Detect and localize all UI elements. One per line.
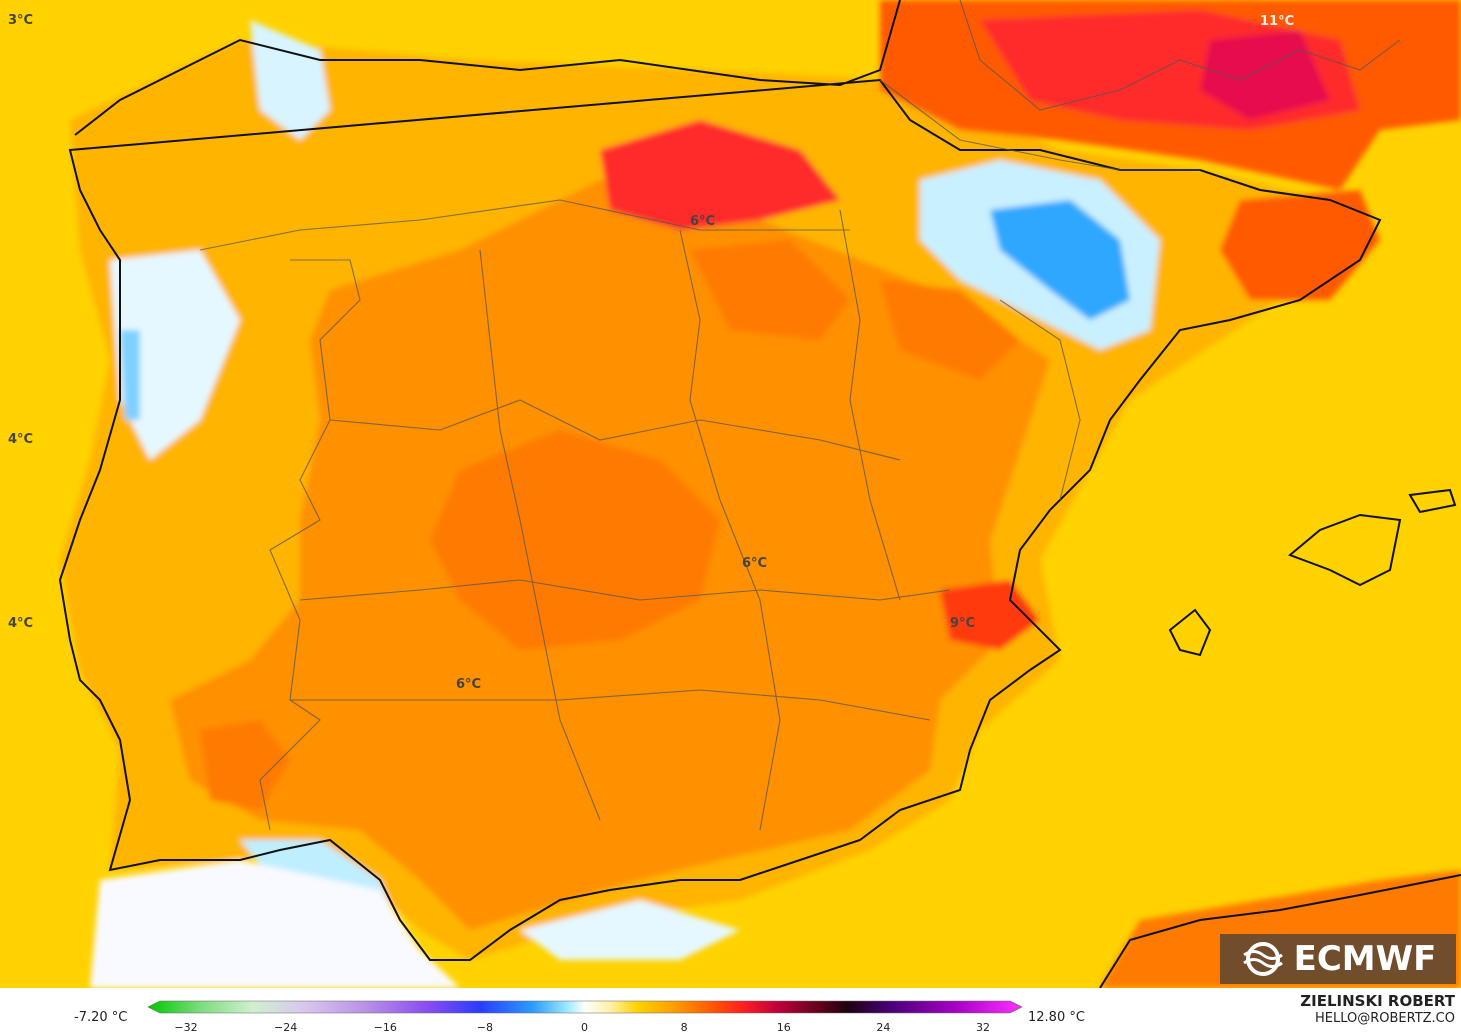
menorca-coastline: [1408, 488, 1457, 514]
border-regions-5: [679, 229, 781, 831]
hot-zone-north: [600, 120, 840, 230]
hot-zone-valencia: [940, 580, 1040, 650]
cold-zone-ebro: [990, 200, 1130, 320]
border-france-1: [959, 0, 1401, 111]
credit-block: ZIELINSKI ROBERT HELLO@ROBERTZ.CO: [1300, 992, 1455, 1028]
orange-zone-deep-1: [430, 430, 720, 650]
ecmwf-logo-icon: [1242, 942, 1283, 976]
iberia-coastline: [58, 0, 1382, 961]
border-regions-2: [299, 579, 951, 601]
cool-zone-portugal: [110, 250, 240, 460]
cold-zone-portugal: [120, 330, 140, 420]
legend-tick-label: −16: [374, 1021, 397, 1034]
legend-tick-label: −32: [174, 1021, 197, 1034]
ecmwf-logo: ECMWF: [1220, 934, 1456, 984]
label-top-right: 11°C: [1260, 14, 1294, 29]
legend-max-label: 12.80 °C: [1028, 1010, 1085, 1025]
legend-tick-label: −8: [477, 1021, 493, 1034]
ibiza-coastline: [1168, 608, 1212, 657]
mallorca-coastline: [1288, 513, 1402, 587]
cool-zone-galicia: [250, 20, 330, 140]
border-regions-1: [329, 399, 901, 461]
ecmwf-logo-text: ECMWF: [1293, 939, 1437, 979]
legend-min-label: -7.20 °C: [74, 1010, 127, 1025]
border-regions-4: [479, 249, 601, 821]
label-center: 6°C: [742, 556, 767, 571]
border-portugal: [259, 259, 361, 831]
legend-tick-label: 0: [581, 1021, 588, 1034]
legend-tick-label: 32: [976, 1021, 990, 1034]
legend-scale-bar: [147, 1000, 1023, 1014]
cool-zone-coast-south: [520, 900, 740, 960]
legend-tick-label: 24: [876, 1021, 890, 1034]
credit-email: HELLO@ROBERTZ.CO: [1314, 1011, 1455, 1026]
credit-name: ZIELINSKI ROBERT: [1300, 992, 1455, 1010]
label-west-2: 4°C: [8, 616, 33, 631]
orange-zone-deep-2: [200, 720, 290, 810]
cool-zone-west-africa: [90, 860, 460, 988]
hottest-zone-france: [1200, 30, 1330, 120]
map-labels: 3°C 11°C 4°C 4°C 6°C 6°C 9°C 6°C: [8, 13, 1294, 692]
legend-ticks: −32 −24 −16 −8 0 8 16 24 32: [174, 1021, 990, 1034]
color-scale-legend: -7.20 °C 12.80 °C −32 −24 −16 −8 0 8 16 24 32: [0, 988, 1461, 1035]
label-valencia: 9°C: [950, 616, 975, 631]
border-regions-3: [290, 689, 931, 721]
coastlines: [58, 0, 1461, 988]
legend-tick-label: −24: [274, 1021, 297, 1034]
region-borders: [199, 0, 1401, 831]
border-regions-8: [999, 299, 1081, 501]
border-regions-7: [199, 199, 850, 251]
africa-coastline: [1099, 874, 1461, 988]
temperature-map: 3°C 11°C 4°C 4°C 6°C 6°C 9°C 6°C: [0, 0, 1461, 988]
orange-zone-deep-3: [690, 240, 850, 340]
orange-zone-deep-4: [880, 280, 1020, 380]
legend-tick-label: 16: [777, 1021, 791, 1034]
label-top-left: 3°C: [8, 13, 33, 28]
label-west-1: 4°C: [8, 432, 33, 447]
border-pyrenees: [879, 79, 1200, 171]
label-south: 6°C: [456, 677, 481, 692]
border-regions-6: [839, 209, 901, 601]
legend-tick-label: 8: [681, 1021, 688, 1034]
label-north: 6°C: [690, 214, 715, 229]
